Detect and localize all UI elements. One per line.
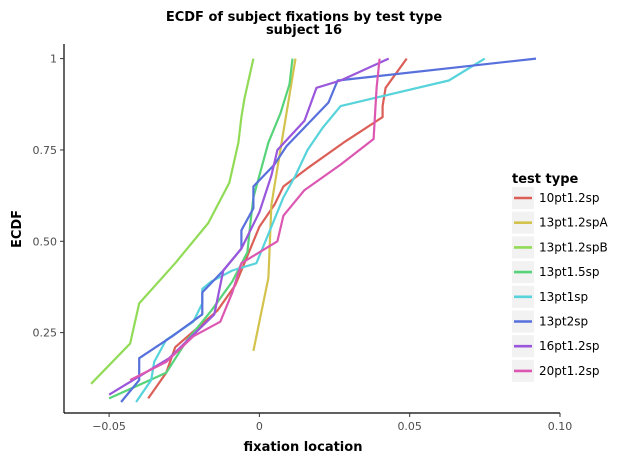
x-axis-title: fixation location <box>244 440 363 455</box>
series-line-13pt2sp <box>120 57 537 403</box>
chart-title: ECDF of subject fixations by test type <box>166 10 442 25</box>
x-ticks: −0.05 0 0.05 0.10 <box>92 413 572 433</box>
y-tick-label: 1 <box>50 53 57 66</box>
series-line-13pt1.2spB <box>90 58 255 385</box>
legend: test type 10pt1.2sp13pt1.2spA13pt1.2spB1… <box>512 172 609 382</box>
y-axis-title: ECDF <box>10 210 25 248</box>
series-line-20pt1.2sp <box>129 58 381 382</box>
legend-label: 13pt1.2spA <box>539 216 609 230</box>
legend-label: 13pt1.2spB <box>539 240 608 254</box>
series-line-10pt1.2sp <box>147 57 408 400</box>
y-tick-label: 0.75 <box>33 144 58 157</box>
legend-label: 16pt1.2sp <box>539 339 600 353</box>
series-line-13pt1.2spA <box>252 58 297 352</box>
legend-label: 13pt2sp <box>539 315 588 329</box>
x-tick-label: 0 <box>256 420 263 433</box>
legend-title: test type <box>512 172 579 187</box>
y-tick-label: 0.25 <box>33 327 58 340</box>
series-line-13pt1sp <box>135 57 486 403</box>
series-lines <box>90 57 537 403</box>
series-line-13pt1.5sp <box>108 58 294 400</box>
y-ticks: 0.25 0.50 0.75 1 <box>33 53 64 340</box>
x-tick-label: 0.10 <box>548 420 573 433</box>
legend-label: 13pt1sp <box>539 290 588 304</box>
legend-label: 20pt1.2sp <box>539 364 600 378</box>
series-line-16pt1.2sp <box>108 57 390 396</box>
x-tick-label: 0.05 <box>397 420 422 433</box>
legend-items: 10pt1.2sp 13pt1.2spA 13pt1.2spB 13pt1.5sp 13… <box>512 187 609 382</box>
legend-label: 10pt1.2sp <box>539 191 600 205</box>
plot-area: −0.05 0 0.05 0.10 0.25 0.50 0.75 1 <box>33 44 572 433</box>
y-tick-label: 0.50 <box>33 235 58 248</box>
x-tick-label: −0.05 <box>92 420 126 433</box>
legend-label: 13pt1.5sp <box>539 265 600 279</box>
chart-subtitle: subject 16 <box>266 23 342 38</box>
